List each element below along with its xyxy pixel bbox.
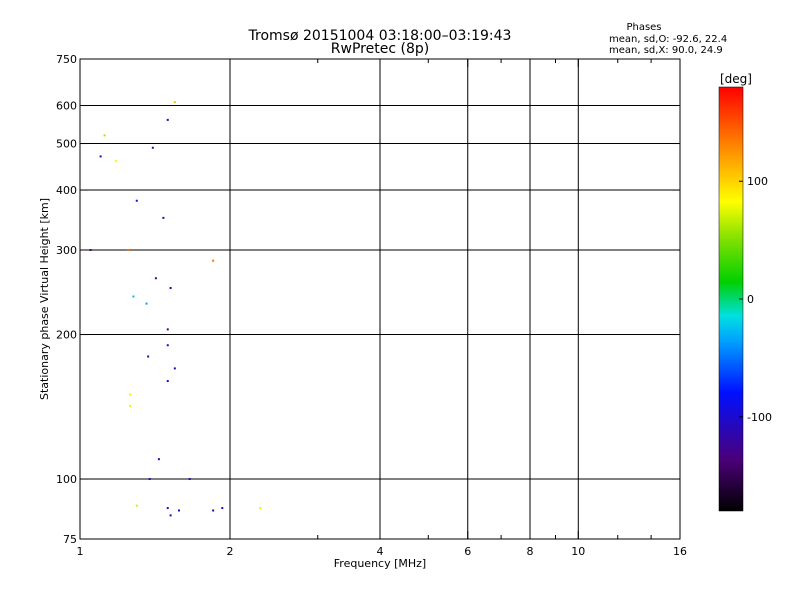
legend-header: Phases	[626, 22, 661, 33]
echo-point	[177, 509, 180, 512]
y-tick-label: 400	[56, 184, 77, 197]
colorbar-label: [deg]	[720, 72, 752, 86]
echo-point	[151, 146, 154, 149]
echo-point	[169, 287, 172, 290]
colorbar-tick-label: 0	[747, 293, 754, 306]
echo-point	[162, 216, 165, 219]
echo-point	[166, 118, 169, 121]
chart-title: Tromsø 20151004 03:18:00–03:19:43	[248, 28, 512, 44]
echo-point	[166, 344, 169, 347]
echo-point	[212, 509, 215, 512]
y-tick-label: 75	[63, 533, 77, 546]
echo-point	[166, 507, 169, 510]
echo-point	[166, 328, 169, 331]
echo-point	[127, 249, 130, 252]
echo-point	[99, 155, 102, 158]
echo-point	[221, 507, 224, 510]
x-tick-label: 6	[464, 545, 471, 558]
y-tick-label: 600	[56, 100, 77, 113]
echo-point	[212, 259, 215, 262]
colorbar-tick-label: -100	[747, 411, 772, 424]
echo-point	[129, 393, 132, 396]
chart-subtitle: RwPretec (8p)	[331, 41, 429, 57]
x-tick-label: 8	[527, 545, 534, 558]
y-tick-label: 750	[56, 53, 77, 66]
echo-point	[188, 478, 191, 481]
echo-point	[129, 404, 132, 407]
y-tick-label: 200	[56, 329, 77, 342]
x-tick-label: 1	[77, 545, 84, 558]
echo-point	[173, 367, 176, 370]
echo-point	[135, 504, 138, 507]
echo-point	[166, 380, 169, 383]
echo-point	[169, 514, 172, 517]
echo-point	[173, 101, 176, 104]
echo-point	[132, 295, 135, 298]
colorbar-tick-label: 100	[747, 175, 768, 188]
legend-o-stats: mean, sd,O: -92.6, 22.4	[609, 34, 727, 45]
echo-point	[148, 478, 151, 481]
echo-point	[157, 458, 160, 461]
x-tick-label: 2	[227, 545, 234, 558]
echo-point	[147, 355, 150, 358]
plot-frame	[79, 58, 681, 540]
x-axis-label: Frequency [MHz]	[334, 557, 426, 570]
y-tick-label: 300	[56, 244, 77, 257]
x-tick-label: 16	[673, 545, 687, 558]
echo-point	[135, 199, 138, 202]
echo-point	[154, 277, 157, 280]
legend-x-stats: mean, sd,X: 90.0, 24.9	[609, 45, 723, 56]
echo-point	[103, 134, 106, 137]
echo-point	[89, 249, 92, 252]
echo-point	[145, 302, 148, 305]
x-tick-label: 4	[377, 545, 384, 558]
colorbar: [deg] 100 0 -100	[718, 72, 772, 512]
y-axis-label: Stationary phase Virtual Height [km]	[38, 198, 51, 400]
y-tick-label: 500	[56, 138, 77, 151]
x-tick-label: 10	[571, 545, 585, 558]
echo-point	[259, 507, 262, 510]
y-tick-label: 100	[56, 473, 77, 486]
echo-point	[114, 159, 117, 162]
